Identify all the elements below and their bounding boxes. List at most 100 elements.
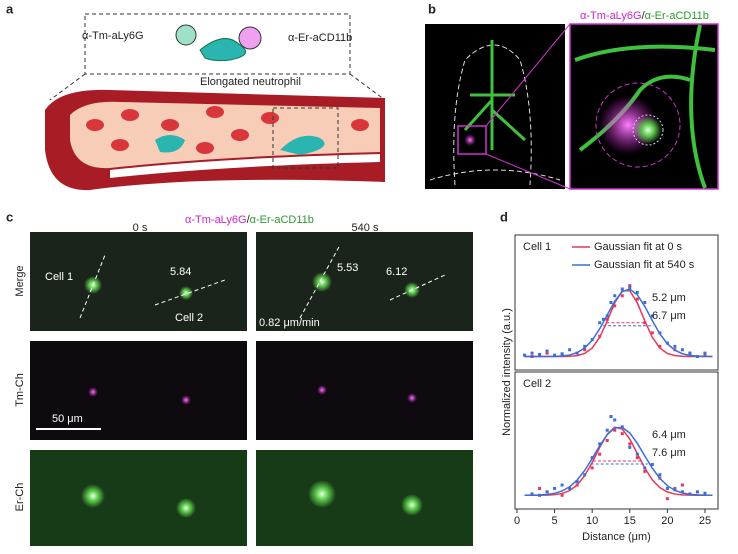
row-label: Er-Ch bbox=[14, 483, 26, 512]
data-point bbox=[635, 290, 639, 294]
data-point bbox=[613, 418, 617, 422]
data-point bbox=[650, 462, 654, 466]
image bbox=[30, 341, 247, 440]
data-point bbox=[628, 442, 632, 446]
annotation: 5.53 bbox=[337, 262, 358, 274]
plot-frame bbox=[514, 234, 719, 371]
plot-frame bbox=[514, 371, 719, 510]
outline bbox=[632, 114, 664, 146]
neutrophil bbox=[280, 135, 325, 155]
data-point bbox=[553, 486, 557, 490]
data-point bbox=[703, 351, 707, 355]
data-point bbox=[575, 483, 579, 487]
data-point bbox=[590, 456, 594, 460]
column-label: 540 s bbox=[352, 222, 379, 234]
data-point bbox=[609, 415, 613, 419]
data-point bbox=[643, 321, 647, 325]
data-point bbox=[680, 348, 684, 352]
data-point bbox=[673, 344, 677, 348]
data-point bbox=[609, 301, 613, 304]
caption: Elongated neutrophil bbox=[200, 76, 301, 88]
panel-title: Cell 1 bbox=[523, 241, 551, 253]
length-arrows bbox=[79, 244, 446, 319]
data-point bbox=[673, 488, 677, 492]
legend: α-Tm-aLy6G/α-Er-aCD11b bbox=[185, 214, 314, 226]
data-point bbox=[628, 284, 632, 288]
data-point bbox=[560, 493, 564, 497]
vessel bbox=[463, 40, 527, 150]
data-point bbox=[583, 348, 587, 352]
data-point bbox=[680, 483, 684, 487]
data-point bbox=[575, 351, 579, 355]
data-point bbox=[601, 317, 605, 321]
data-point bbox=[545, 351, 549, 355]
data-point bbox=[650, 331, 654, 335]
data-point bbox=[598, 452, 602, 456]
y-axis-label: Normalized intensity (a.u.) bbox=[501, 308, 513, 436]
cell bbox=[464, 134, 476, 146]
data-point bbox=[620, 287, 624, 291]
inset-box bbox=[84, 13, 351, 75]
data-point bbox=[530, 492, 534, 496]
image bbox=[30, 450, 247, 546]
data-point bbox=[575, 480, 579, 484]
panel-title: Cell 2 bbox=[523, 378, 551, 390]
data-point bbox=[643, 466, 647, 470]
outline bbox=[595, 82, 681, 168]
data-point bbox=[590, 466, 594, 470]
probe-label: α-Er-aCD11b bbox=[288, 32, 352, 44]
data-point bbox=[688, 351, 692, 355]
legend-label: Gaussian fit at 0 s bbox=[594, 241, 683, 253]
image bbox=[256, 232, 473, 331]
data-point bbox=[605, 314, 609, 318]
data-point bbox=[568, 486, 572, 490]
row-label: Merge bbox=[14, 265, 26, 296]
data-point bbox=[635, 456, 639, 460]
annotation: 5.84 bbox=[170, 266, 191, 278]
data-point bbox=[635, 297, 639, 301]
legend-text: / bbox=[642, 10, 646, 22]
cells bbox=[81, 272, 423, 518]
data-point bbox=[628, 445, 632, 449]
legend-text: / bbox=[247, 214, 251, 226]
inset-frame bbox=[272, 107, 339, 169]
x-tick-label: 25 bbox=[699, 515, 711, 527]
legend-label: Gaussian fit at 540 s bbox=[594, 259, 695, 271]
x-tick-label: 10 bbox=[586, 515, 598, 527]
data-point bbox=[620, 294, 624, 298]
data-point bbox=[538, 486, 542, 490]
image bbox=[425, 24, 565, 189]
data-point bbox=[703, 491, 707, 495]
x-axis-label: Distance (μm) bbox=[582, 531, 651, 543]
data-point bbox=[545, 349, 549, 353]
annotation: 6.12 bbox=[386, 266, 407, 278]
fwhm-label: 7.6 μm bbox=[652, 447, 686, 459]
legend: α-Tm-aLy6G/α-Er-aCD11b bbox=[580, 10, 709, 22]
data-point bbox=[560, 352, 564, 356]
x-tick-label: 0 bbox=[514, 515, 520, 527]
panel-label: a bbox=[6, 1, 14, 16]
data-point bbox=[560, 483, 564, 487]
panel-label: c bbox=[6, 209, 13, 224]
schematic: α-Tm-aLy6G α-Er-aCD11b Elongated neutrop… bbox=[45, 13, 386, 191]
micrograph: α-Tm-aLy6G/α-Er-aCD11b bbox=[425, 10, 719, 190]
neutrophil bbox=[199, 38, 247, 62]
data-point bbox=[635, 452, 639, 456]
data-point bbox=[665, 341, 669, 345]
probe-label: α-Tm-aLy6G bbox=[82, 30, 144, 42]
data-point bbox=[695, 490, 699, 494]
data-point bbox=[643, 469, 647, 473]
data-point bbox=[613, 294, 617, 298]
data-point bbox=[545, 490, 549, 494]
micrograph-grid: α-Tm-aLy6G/α-Er-aCD11b 0 s 540 s Merge T… bbox=[14, 214, 473, 546]
image bbox=[256, 341, 473, 440]
data-point bbox=[523, 353, 527, 357]
data-point bbox=[658, 331, 662, 335]
data-point bbox=[553, 353, 557, 357]
neutrophil bbox=[155, 135, 185, 153]
red-cells bbox=[86, 106, 369, 154]
data-point bbox=[598, 334, 602, 338]
x-tick-label: 15 bbox=[624, 515, 636, 527]
data-point bbox=[650, 314, 654, 318]
